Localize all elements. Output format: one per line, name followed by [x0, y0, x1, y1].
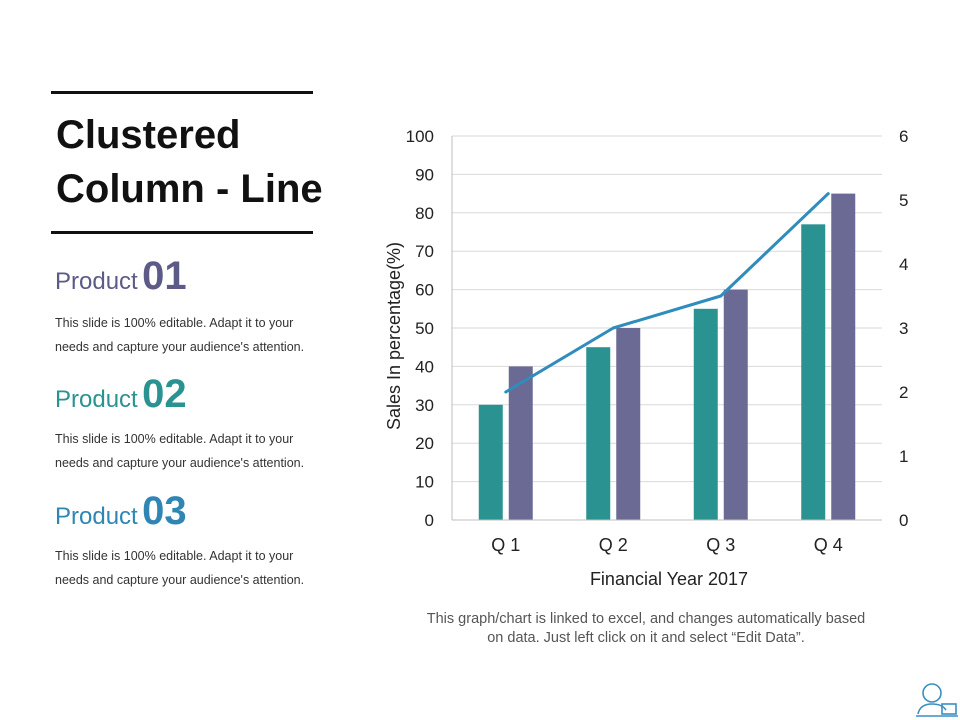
product-03-heading: Product 03: [55, 489, 187, 534]
bar-series1-3: [693, 308, 718, 520]
product-03-number: 03: [142, 489, 187, 533]
chart-bars: [478, 193, 856, 520]
title-rule-bottom: [51, 231, 313, 234]
y2-tick-label: 3: [899, 319, 908, 338]
y2-tick-label: 5: [899, 191, 908, 210]
title-rule-top: [51, 91, 313, 94]
product-03-word: Product: [55, 503, 138, 530]
x-tick-label: Q 3: [706, 535, 735, 555]
line-series-path: [504, 192, 830, 394]
bar-series1-2: [586, 347, 611, 520]
chart-axes: 0 10 20 30 40 50 60 70 80 90 100 0 1 2 3 4 5 6 Q 1 Q 2 Q 3 Q …: [406, 127, 909, 555]
bar-series2-1: [508, 366, 533, 520]
y2-tick-label: 0: [899, 511, 908, 530]
bar-series1-1: [478, 404, 503, 520]
x-tick-label: Q 4: [814, 535, 843, 555]
product-03-description: This slide is 100% editable. Adapt it to…: [55, 549, 305, 587]
product-02-heading: Product 02: [55, 372, 187, 417]
product-01-number: 01: [142, 254, 187, 298]
bar-series2-2: [616, 328, 641, 520]
y-tick-label: 10: [415, 473, 434, 492]
person-laptop-icon: [916, 683, 958, 717]
y2-tick-label: 1: [899, 447, 908, 466]
chart-footnote: This graph/chart is linked to excel, and…: [426, 611, 866, 646]
x-tick-label: Q 1: [491, 535, 520, 555]
bar-series1-4: [801, 224, 826, 520]
x-axis-label: Financial Year 2017: [590, 569, 748, 589]
y-tick-label: 70: [415, 242, 434, 261]
line-point-2: [611, 326, 615, 330]
y-tick-label: 90: [415, 165, 434, 184]
y-tick-label: 0: [425, 511, 434, 530]
line-point-3: [719, 294, 723, 298]
y-tick-label: 20: [415, 434, 434, 453]
y2-tick-label: 6: [899, 127, 908, 146]
product-01-heading: Product 01: [55, 254, 187, 299]
bar-series2-3: [723, 289, 748, 520]
y-axis-label: Sales In percentage(%): [384, 242, 404, 430]
slide-title: Clustered Column - Line: [56, 108, 356, 216]
product-02-description: This slide is 100% editable. Adapt it to…: [55, 432, 305, 470]
title-line-2: Column - Line: [56, 167, 323, 211]
chart-line-series: [504, 192, 830, 394]
product-02-number: 02: [142, 372, 187, 416]
x-tick-label: Q 2: [599, 535, 628, 555]
y-tick-label: 100: [406, 127, 434, 146]
y-tick-label: 60: [415, 281, 434, 300]
y-tick-label: 40: [415, 357, 434, 376]
line-point-1: [504, 390, 508, 394]
line-point-4: [826, 192, 830, 196]
y2-tick-label: 2: [899, 383, 908, 402]
y-tick-label: 50: [415, 319, 434, 338]
bar-series2-4: [831, 193, 856, 520]
title-line-1: Clustered: [56, 113, 241, 157]
product-02-word: Product: [55, 386, 138, 413]
y-tick-label: 80: [415, 204, 434, 223]
product-01-word: Product: [55, 268, 138, 295]
y2-tick-label: 4: [899, 255, 908, 274]
product-01-description: This slide is 100% editable. Adapt it to…: [55, 316, 305, 354]
y-tick-label: 30: [415, 396, 434, 415]
